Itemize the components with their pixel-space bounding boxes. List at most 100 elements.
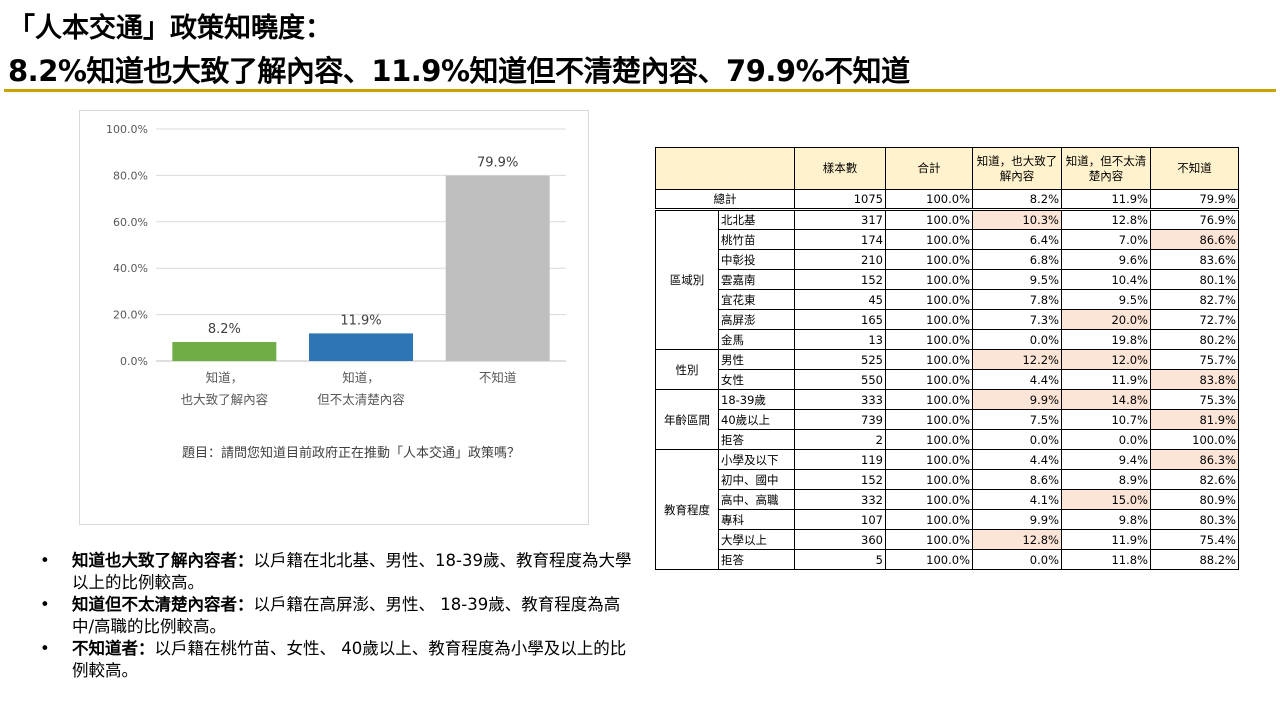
group-label: 年齡區間 [655, 389, 719, 450]
table-row: 雲嘉南 152 100.0% 9.5% 10.4% 80.1% [656, 269, 1239, 290]
table-row: 桃竹苗 174 100.0% 6.4% 7.0% 86.6% [656, 229, 1239, 250]
header-cell: 知道，但不太清楚內容 [1061, 147, 1151, 190]
x-tick-label: 也大致了解內容 [181, 392, 269, 407]
x-tick-label: 但不太清楚內容 [317, 392, 405, 407]
cell: 317 [794, 209, 886, 230]
cell: 88.2% [1150, 549, 1239, 570]
cell: 19.8% [1061, 329, 1151, 350]
cell: 10.7% [1061, 409, 1151, 430]
cell: 12.8% [1061, 209, 1151, 230]
cell: 8.6% [972, 469, 1062, 490]
y-tick-label: 100.0% [106, 123, 148, 136]
cell: 81.9% [1150, 409, 1239, 430]
table-row: 大學以上 360 100.0% 12.8% 11.9% 75.4% [656, 529, 1239, 550]
row-label: 男性 [718, 349, 795, 370]
cell: 4.1% [972, 489, 1062, 510]
cell: 100.0% [1150, 429, 1239, 450]
table-row: 年齡區間 18-39歲 333 100.0% 9.9% 14.8% 75.3% [655, 389, 1239, 450]
cell: 11.9% [1061, 369, 1151, 390]
cell: 86.3% [1150, 449, 1239, 470]
cell: 165 [794, 309, 886, 330]
cell: 9.6% [1061, 249, 1151, 270]
cell: 100.0% [885, 529, 973, 550]
cell: 9.9% [972, 509, 1062, 530]
cell: 100.0% [885, 449, 973, 470]
row-label: 北北基 [718, 209, 795, 230]
x-tick-label: 不知道 [479, 370, 517, 385]
cell: 83.8% [1150, 369, 1239, 390]
cell: 11.9% [1061, 529, 1151, 550]
cell: 7.3% [972, 309, 1062, 330]
data-label: 11.9% [340, 313, 381, 328]
cell: 12.8% [972, 529, 1062, 550]
row-label: 雲嘉南 [718, 269, 795, 290]
row-label: 18-39歲 [718, 389, 795, 410]
bar [172, 341, 277, 361]
header-cell: 知道，也大致了解內容 [972, 147, 1062, 190]
finding-heading: 知道也大致了解內容者： [72, 551, 254, 570]
row-label: 總計 [655, 189, 795, 211]
table-row: 拒答 2 100.0% 0.0% 0.0% 100.0% [656, 429, 1239, 450]
row-label: 桃竹苗 [718, 229, 795, 250]
cell: 739 [794, 409, 886, 430]
cell: 6.4% [972, 229, 1062, 250]
cell: 9.4% [1061, 449, 1151, 470]
cell: 11.8% [1061, 549, 1151, 570]
cell: 14.8% [1061, 389, 1151, 410]
row-label: 金馬 [718, 329, 795, 350]
finding-item: 知道但不太清楚內容者：以戶籍在高屏澎、男性、 18-39歲、教育程度為高中/高職… [40, 594, 640, 638]
cell: 80.3% [1150, 509, 1239, 530]
cell: 7.8% [972, 289, 1062, 310]
cell: 13 [794, 329, 886, 350]
table-row: 初中、國中 152 100.0% 8.6% 8.9% 82.6% [656, 469, 1239, 490]
cell: 360 [794, 529, 886, 550]
findings-list: 知道也大致了解內容者：以戶籍在北北基、男性、18-39歲、教育程度為大學以上的比… [40, 550, 640, 682]
cell: 100.0% [885, 329, 973, 350]
y-tick-label: 60.0% [113, 216, 148, 229]
cell: 100.0% [885, 189, 973, 211]
row-label: 拒答 [718, 429, 795, 450]
cell: 45 [794, 289, 886, 310]
cell: 8.2% [972, 189, 1062, 211]
finding-item: 不知道者：以戶籍在桃竹苗、女性、 40歲以上、教育程度為小學及以上的比例較高。 [40, 638, 640, 682]
data-label: 79.9% [477, 156, 518, 171]
finding-item: 知道也大致了解內容者：以戶籍在北北基、男性、18-39歲、教育程度為大學以上的比… [40, 550, 640, 594]
row-label: 40歲以上 [718, 409, 795, 430]
cell: 9.8% [1061, 509, 1151, 530]
finding-heading: 知道但不太清楚內容者： [72, 595, 254, 614]
cell: 9.5% [1061, 289, 1151, 310]
cell: 9.5% [972, 269, 1062, 290]
cell: 83.6% [1150, 249, 1239, 270]
cell: 100.0% [885, 309, 973, 330]
cell: 550 [794, 369, 886, 390]
cell: 332 [794, 489, 886, 510]
cell: 100.0% [885, 349, 973, 370]
finding-text: 以戶籍在桃竹苗、女性、 40歲以上、教育程度為小學及以上的比例較高。 [72, 639, 627, 680]
header-blank [655, 147, 795, 190]
bar [309, 333, 413, 361]
cell: 210 [794, 249, 886, 270]
y-tick-label: 20.0% [113, 309, 148, 322]
cell: 80.1% [1150, 269, 1239, 290]
cell: 152 [794, 469, 886, 490]
table-row: 金馬 13 100.0% 0.0% 19.8% 80.2% [656, 329, 1239, 350]
cell: 15.0% [1061, 489, 1151, 510]
cell: 82.7% [1150, 289, 1239, 310]
cell: 8.9% [1061, 469, 1151, 490]
cell: 525 [794, 349, 886, 370]
cell: 100.0% [885, 489, 973, 510]
cell: 80.9% [1150, 489, 1239, 510]
cell: 5 [794, 549, 886, 570]
table-row: 高中、高職 332 100.0% 4.1% 15.0% 80.9% [656, 489, 1239, 510]
title-divider [4, 89, 1276, 92]
header-cell: 樣本數 [794, 147, 886, 190]
cell: 7.0% [1061, 229, 1151, 250]
table-row: 女性 550 100.0% 4.4% 11.9% 83.8% [656, 369, 1239, 390]
cell: 6.8% [972, 249, 1062, 270]
row-label: 小學及以下 [718, 449, 795, 470]
cell: 75.4% [1150, 529, 1239, 550]
cell: 10.3% [972, 209, 1062, 230]
cell: 0.0% [1061, 429, 1151, 450]
cell: 100.0% [885, 249, 973, 270]
cell: 82.6% [1150, 469, 1239, 490]
